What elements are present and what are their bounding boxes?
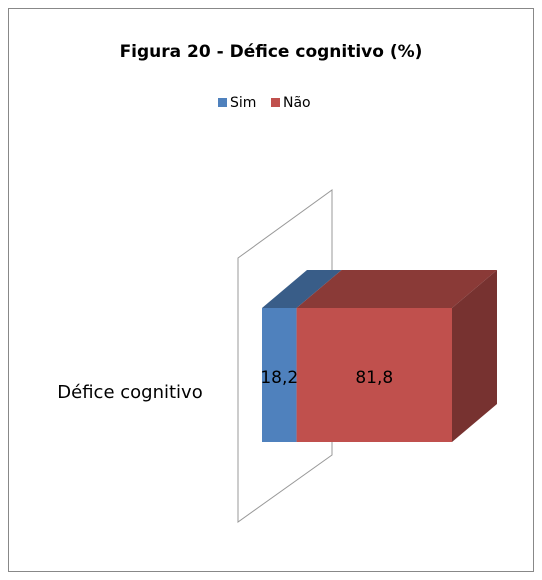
data-label: 18,2 (260, 368, 298, 388)
bar-side (452, 270, 497, 442)
back-wall (237, 189, 333, 523)
bar-top (296, 270, 497, 308)
bar (262, 308, 297, 442)
bar-top (262, 270, 342, 308)
legend-swatch (271, 98, 280, 107)
legend-label: Sim (230, 95, 256, 111)
legend-swatch (218, 98, 227, 107)
data-label: 81,8 (355, 368, 393, 388)
bar (296, 308, 452, 442)
chart-title: Figura 20 - Défice cognitivo (%) (120, 42, 423, 62)
legend-label: Não (283, 95, 311, 111)
y-tick-label: Défice cognitivo (57, 382, 202, 403)
